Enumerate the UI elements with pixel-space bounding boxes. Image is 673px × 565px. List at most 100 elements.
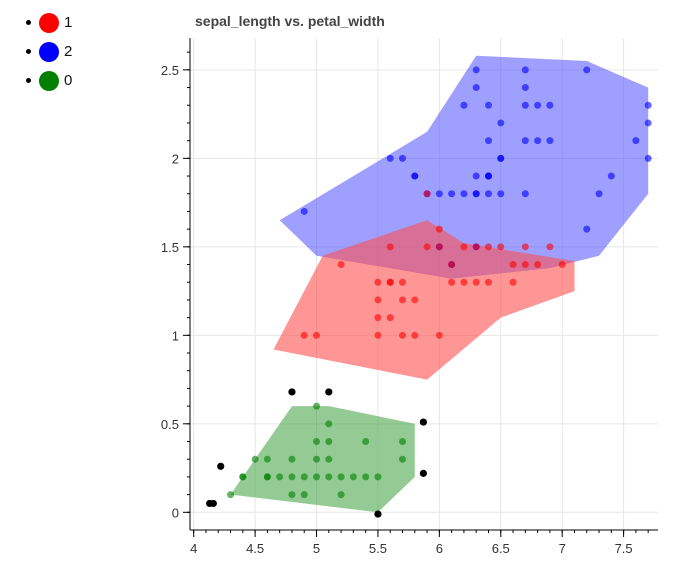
data-point bbox=[435, 190, 443, 198]
data-point bbox=[399, 278, 407, 286]
data-point bbox=[644, 101, 652, 109]
legend-swatch-red bbox=[39, 12, 59, 33]
data-point bbox=[435, 225, 443, 233]
x-tick-label: 7 bbox=[559, 541, 566, 556]
data-point bbox=[313, 438, 321, 446]
data-point bbox=[374, 331, 382, 339]
x-tick-label: 6 bbox=[436, 541, 443, 556]
data-point bbox=[484, 101, 492, 109]
data-point bbox=[325, 420, 333, 428]
data-point bbox=[325, 455, 333, 463]
data-point bbox=[435, 331, 443, 339]
hull-2 bbox=[279, 55, 649, 279]
data-point bbox=[484, 190, 492, 198]
data-point bbox=[386, 314, 394, 322]
data-point bbox=[521, 84, 529, 92]
legend-swatch-green bbox=[39, 70, 59, 91]
data-point bbox=[300, 473, 308, 481]
hull-vertex-point bbox=[217, 462, 225, 470]
data-point bbox=[583, 66, 591, 74]
y-tick-label: 1 bbox=[172, 328, 179, 343]
legend-label: 0 bbox=[64, 72, 73, 89]
data-point bbox=[497, 154, 505, 162]
data-point bbox=[521, 66, 529, 74]
bullet-icon bbox=[26, 49, 31, 54]
data-point bbox=[521, 261, 529, 269]
data-point bbox=[276, 473, 284, 481]
y-tick-label: 2 bbox=[172, 151, 179, 166]
data-point bbox=[497, 243, 505, 251]
data-point bbox=[448, 278, 456, 286]
data-point bbox=[472, 278, 480, 286]
data-point bbox=[534, 101, 542, 109]
bullet-icon bbox=[26, 20, 31, 25]
x-tick-label: 4 bbox=[190, 541, 197, 556]
data-point bbox=[460, 243, 468, 251]
data-point bbox=[411, 172, 419, 180]
hull-vertex-point bbox=[288, 388, 296, 396]
data-point bbox=[497, 190, 505, 198]
data-point bbox=[263, 473, 271, 481]
data-point bbox=[362, 438, 370, 446]
data-point bbox=[349, 473, 357, 481]
data-point bbox=[399, 296, 407, 304]
data-point bbox=[423, 190, 431, 198]
data-point bbox=[607, 172, 615, 180]
data-point bbox=[472, 243, 480, 251]
legend-label: 1 bbox=[64, 14, 73, 31]
data-point bbox=[546, 243, 554, 251]
data-point bbox=[558, 261, 566, 269]
data-point bbox=[534, 137, 542, 145]
hull-vertex-point bbox=[374, 510, 382, 518]
data-point bbox=[374, 278, 382, 286]
hull-vertex-point bbox=[419, 418, 427, 426]
bullet-icon bbox=[26, 78, 31, 83]
hull-1 bbox=[273, 220, 575, 380]
data-point bbox=[546, 101, 554, 109]
data-point bbox=[472, 172, 480, 180]
data-point bbox=[644, 154, 652, 162]
legend-item: 0 bbox=[14, 66, 72, 95]
data-point bbox=[460, 101, 468, 109]
hull-vertex-point bbox=[419, 469, 427, 477]
legend-item: 1 bbox=[14, 8, 72, 37]
data-point bbox=[300, 207, 308, 215]
data-point bbox=[374, 473, 382, 481]
hull-vertex-point bbox=[325, 388, 333, 396]
data-point bbox=[460, 190, 468, 198]
data-point bbox=[399, 438, 407, 446]
data-point bbox=[386, 278, 394, 286]
data-point bbox=[632, 137, 640, 145]
y-tick-label: 1.5 bbox=[161, 240, 179, 255]
data-point bbox=[521, 101, 529, 109]
data-point bbox=[313, 402, 321, 410]
data-point bbox=[448, 261, 456, 269]
data-point bbox=[423, 243, 431, 251]
y-tick-label: 2.5 bbox=[161, 63, 179, 78]
data-point bbox=[411, 331, 419, 339]
hull-layer bbox=[230, 55, 649, 513]
data-point bbox=[399, 331, 407, 339]
data-point bbox=[337, 261, 345, 269]
data-point bbox=[313, 331, 321, 339]
data-point bbox=[546, 137, 554, 145]
data-point bbox=[509, 261, 517, 269]
data-point bbox=[521, 243, 529, 251]
x-tick-label: 7.5 bbox=[615, 541, 633, 556]
data-point bbox=[239, 473, 247, 481]
data-point bbox=[583, 225, 591, 233]
data-point bbox=[362, 473, 370, 481]
data-point bbox=[325, 438, 333, 446]
data-point bbox=[300, 331, 308, 339]
data-point bbox=[325, 473, 333, 481]
data-point bbox=[337, 473, 345, 481]
data-point bbox=[644, 119, 652, 127]
data-point bbox=[521, 137, 529, 145]
data-point bbox=[374, 296, 382, 304]
data-point bbox=[300, 491, 308, 499]
legend-swatch-blue bbox=[39, 41, 59, 62]
data-point bbox=[313, 473, 321, 481]
data-point bbox=[411, 296, 419, 304]
data-point bbox=[386, 154, 394, 162]
